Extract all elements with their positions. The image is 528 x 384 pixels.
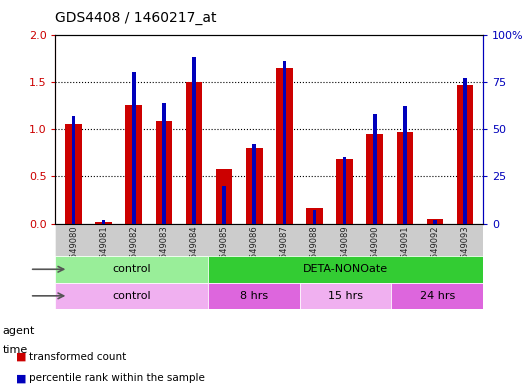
Bar — [366, 134, 383, 223]
Text: GSM549085: GSM549085 — [220, 225, 229, 276]
Text: GSM549090: GSM549090 — [370, 225, 379, 276]
Bar — [162, 103, 166, 223]
Text: 8 hrs: 8 hrs — [240, 291, 268, 301]
Text: 24 hrs: 24 hrs — [420, 291, 455, 301]
Bar — [391, 283, 483, 309]
Text: 15 hrs: 15 hrs — [328, 291, 363, 301]
Text: GSM549087: GSM549087 — [280, 225, 289, 276]
Bar — [313, 210, 316, 223]
Text: GSM549091: GSM549091 — [400, 225, 409, 276]
Bar — [132, 72, 136, 223]
Text: control: control — [112, 291, 151, 301]
Text: GSM549082: GSM549082 — [129, 225, 138, 276]
Bar — [282, 61, 286, 223]
Text: GSM549089: GSM549089 — [340, 225, 349, 276]
Bar — [403, 106, 407, 223]
Bar — [246, 148, 262, 223]
Text: control: control — [112, 264, 151, 274]
Bar — [427, 219, 443, 223]
Bar — [252, 144, 256, 223]
Text: GSM549093: GSM549093 — [460, 225, 469, 276]
Bar — [216, 169, 232, 223]
Text: GDS4408 / 1460217_at: GDS4408 / 1460217_at — [55, 11, 217, 25]
Text: GSM549080: GSM549080 — [69, 225, 78, 276]
Bar — [222, 186, 226, 223]
Text: GSM549084: GSM549084 — [190, 225, 199, 276]
Bar — [208, 283, 300, 309]
Bar — [186, 82, 202, 223]
Bar — [433, 220, 437, 223]
Bar — [156, 121, 172, 223]
Bar — [55, 283, 208, 309]
Text: GSM549092: GSM549092 — [430, 225, 439, 276]
Bar — [102, 220, 106, 223]
Text: ■: ■ — [16, 373, 26, 383]
Bar — [397, 132, 413, 223]
Bar — [208, 256, 483, 283]
Bar — [65, 124, 82, 223]
Bar — [373, 114, 376, 223]
Text: ■: ■ — [16, 352, 26, 362]
Bar — [192, 57, 196, 223]
Text: time: time — [3, 345, 28, 355]
Text: GSM549088: GSM549088 — [310, 225, 319, 276]
Bar — [343, 157, 346, 223]
Bar — [126, 106, 142, 223]
Text: GSM549081: GSM549081 — [99, 225, 108, 276]
Text: DETA-NONOate: DETA-NONOate — [303, 264, 388, 274]
Bar — [276, 68, 293, 223]
Text: percentile rank within the sample: percentile rank within the sample — [29, 373, 205, 383]
Bar — [55, 256, 208, 283]
Bar — [457, 84, 473, 223]
Bar — [72, 116, 76, 223]
Bar — [336, 159, 353, 223]
Bar — [96, 222, 112, 223]
Text: GSM549086: GSM549086 — [250, 225, 259, 276]
Text: GSM549083: GSM549083 — [159, 225, 168, 276]
Text: agent: agent — [3, 326, 35, 336]
Bar — [463, 78, 467, 223]
Text: transformed count: transformed count — [29, 352, 126, 362]
Bar — [300, 283, 391, 309]
Bar — [306, 209, 323, 223]
